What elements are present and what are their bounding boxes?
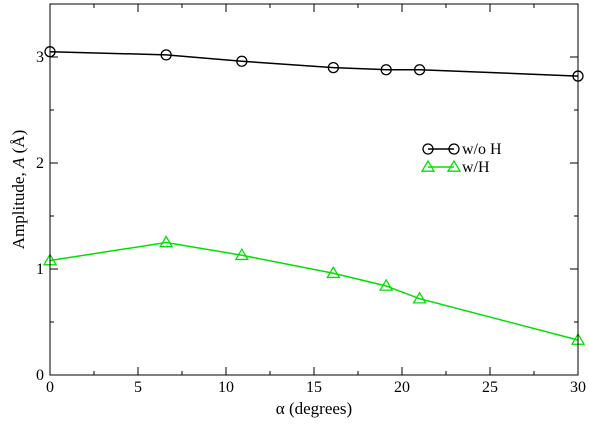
data-point-series-2 — [412, 291, 427, 304]
y-axis-label: Amplitude, A (Å) — [9, 130, 28, 249]
legend-marker — [448, 143, 460, 155]
data-point-series-1 — [380, 64, 392, 76]
y-tick-label: 3 — [36, 49, 44, 66]
x-tick-label: 25 — [482, 379, 498, 396]
legend: w/o Hw/H — [420, 141, 502, 176]
series-line-1 — [49, 50, 579, 77]
x-tick-label: 0 — [46, 379, 54, 396]
legend-label: w/H — [462, 159, 490, 176]
y-axis-label-symbol: A — [9, 157, 28, 169]
series-markers — [42, 46, 586, 345]
legend-marker — [446, 159, 462, 172]
y-tick-label: 0 — [36, 367, 44, 384]
data-point-series-1 — [160, 49, 172, 61]
legend-marker — [422, 143, 434, 155]
x-tick-label: 5 — [134, 379, 142, 396]
x-tick-label: 15 — [306, 379, 322, 396]
plot-frame — [49, 3, 579, 376]
x-tick-label: 20 — [394, 379, 410, 396]
data-point-series-1 — [413, 64, 426, 76]
x-tick-label: 10 — [218, 379, 234, 396]
y-tick-label: 2 — [36, 155, 44, 172]
series-line-2 — [49, 241, 579, 341]
data-point-series-2 — [326, 265, 341, 279]
y-tick-label: 1 — [36, 261, 44, 278]
data-point-series-2 — [159, 235, 174, 248]
data-point-series-2 — [234, 247, 249, 261]
series-lines — [49, 50, 579, 341]
legend-label: w/o H — [462, 141, 502, 158]
data-point-series-2 — [379, 278, 394, 291]
x-axis-label: α (degrees) — [276, 399, 352, 418]
x-tick-label: 30 — [570, 379, 586, 396]
y-axis-label-unit: (Å) — [9, 130, 28, 158]
data-point-series-1 — [327, 61, 340, 74]
data-point-series-1 — [236, 55, 248, 67]
y-axis-label-prefix: Amplitude, — [9, 168, 28, 249]
axis-ticks: 0 5 10 15 20 25 30 0 1 2 3 — [36, 4, 586, 396]
legend-marker — [420, 159, 436, 172]
